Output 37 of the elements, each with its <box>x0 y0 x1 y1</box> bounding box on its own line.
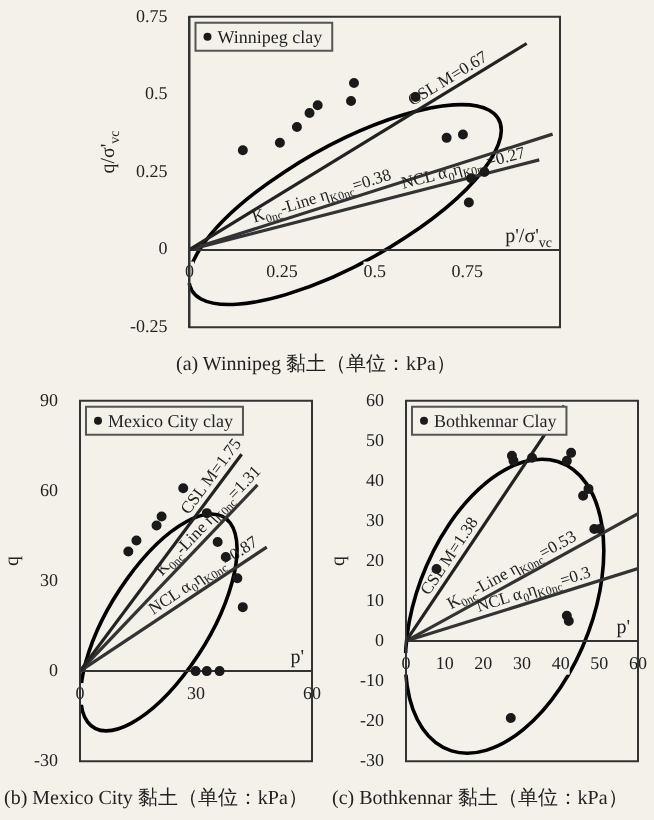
y-axis-title: q <box>2 556 24 566</box>
y-tick-label: -30 <box>359 749 385 770</box>
legend-label: Mexico City clay <box>107 410 234 431</box>
y-tick-label: 40 <box>365 469 385 490</box>
x-tick-label: 30 <box>513 652 532 673</box>
x-tick-label: 20 <box>474 652 494 673</box>
text: (c) Bothkennar 黏土（单位：kPa） <box>332 785 628 812</box>
y-tick-label: 90 <box>39 389 59 410</box>
y-tick-label: 0 <box>374 629 385 650</box>
y-axis-title: q <box>328 556 350 566</box>
x-tick-label: 40 <box>551 652 571 673</box>
y-tick-label: -20 <box>359 709 385 730</box>
y-tick-label: 0.25 <box>135 160 169 181</box>
y-tick-label: 60 <box>39 479 59 500</box>
y-tick-label: 0 <box>158 238 169 259</box>
legend-label: Bothkennar Clay <box>433 410 558 431</box>
x-tick-label: 10 <box>435 652 455 673</box>
x-tick-label: 50 <box>590 652 610 673</box>
x-tick-label: 0.75 <box>451 261 485 282</box>
y-tick-label: 10 <box>365 589 385 610</box>
x-axis-title: p' <box>616 617 631 640</box>
legend-label: Winnipeg clay <box>217 26 324 47</box>
y-tick-label: 0.5 <box>144 83 169 104</box>
x-tick-label: 30 <box>187 682 206 703</box>
y-tick-label: -0.25 <box>129 315 169 336</box>
y-tick-label: -10 <box>359 669 385 690</box>
y-tick-label: -30 <box>33 749 59 770</box>
y-tick-label: 50 <box>365 429 385 450</box>
y-tick-label: 20 <box>365 549 385 570</box>
y-tick-label: 60 <box>365 389 385 410</box>
y-tick-label: 0.75 <box>135 5 169 26</box>
text: (a) Winnipeg 黏土（单位：kPa） <box>176 351 456 378</box>
x-tick-label: 0.25 <box>266 261 299 282</box>
x-axis-title: p' <box>290 647 305 670</box>
y-tick-label: 30 <box>365 509 385 530</box>
text: (b) Mexico City 黏土（单位：kPa） <box>4 785 308 812</box>
y-tick-label: 30 <box>39 569 59 590</box>
